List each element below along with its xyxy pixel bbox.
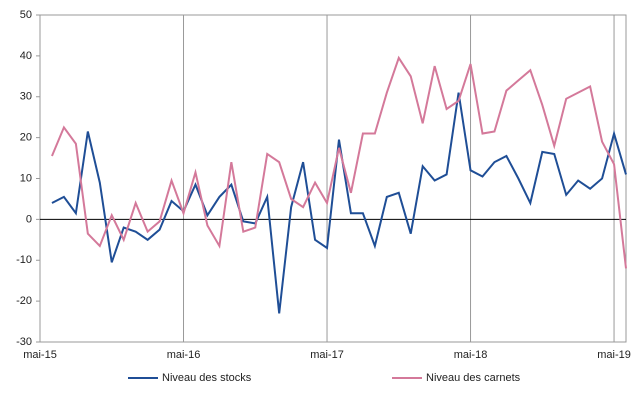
x-tick-label: mai-17 xyxy=(310,349,344,361)
y-tick-label: -20 xyxy=(16,295,32,307)
x-tick-label: mai-16 xyxy=(167,349,201,361)
y-tick-label: 10 xyxy=(20,172,32,184)
x-tick-label: mai-15 xyxy=(23,349,57,361)
x-tick-label: mai-18 xyxy=(454,349,488,361)
y-tick-label: 40 xyxy=(20,50,32,62)
y-tick-label: 30 xyxy=(20,91,32,103)
data-line xyxy=(51,92,627,314)
y-tick-label: 20 xyxy=(20,132,32,144)
x-tick-label: mai-19 xyxy=(597,349,631,361)
y-tick-label: -10 xyxy=(16,254,32,266)
legend-label: Niveau des stocks xyxy=(162,372,252,384)
legend-label: Niveau des carnets xyxy=(426,372,521,384)
y-tick-label: -30 xyxy=(16,336,32,348)
y-tick-label: 50 xyxy=(20,9,32,21)
y-tick-label: 0 xyxy=(26,213,32,225)
data-line xyxy=(51,55,627,269)
